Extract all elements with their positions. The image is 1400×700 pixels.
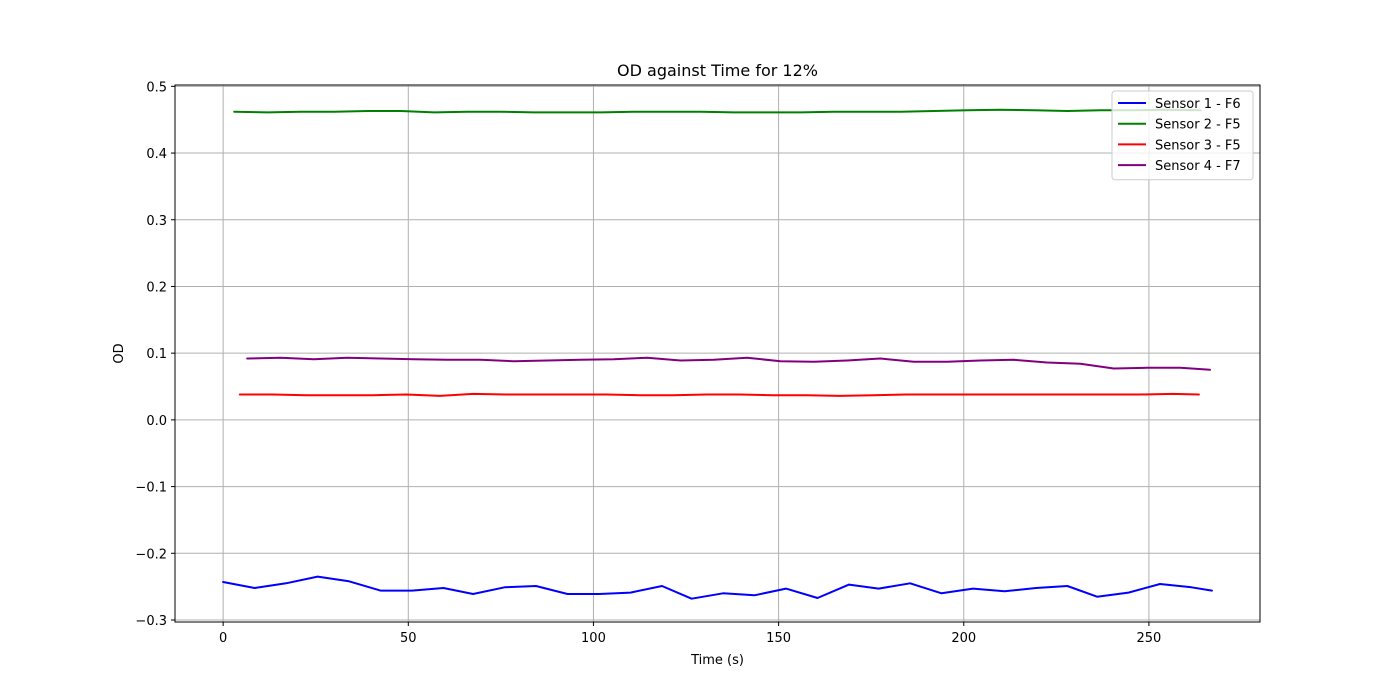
legend-entry-label: Sensor 1 - F6 — [1155, 97, 1241, 112]
series-line-sensor-1 — [222, 575, 1213, 600]
y-axis-label: OD — [112, 343, 127, 363]
x-tick-label: 250 — [1136, 631, 1161, 646]
legend-entry-label: Sensor 4 - F7 — [1155, 159, 1241, 174]
series-line-sensor-4 — [246, 356, 1211, 371]
y-tick-label: −0.1 — [135, 481, 167, 496]
axis-ticks: 0 50 100 150 200 250 0.5 0.4 0.3 0.2 0.1 0.0 −0.1 −0.… — [135, 80, 1161, 646]
legend-entry-label: Sensor 3 - F5 — [1155, 138, 1241, 153]
y-tick-label: −0.2 — [135, 547, 167, 562]
y-tick-label: 0.4 — [146, 147, 167, 162]
y-tick-label: 0.2 — [146, 280, 167, 295]
y-tick-label: 0.1 — [146, 347, 167, 362]
legend-box — [1111, 90, 1254, 181]
legend-entry-label: Sensor 2 - F5 — [1155, 118, 1241, 133]
series-line-sensor-2 — [233, 108, 1202, 114]
y-tick-label: 0.3 — [146, 214, 167, 229]
x-tick-label: 200 — [951, 631, 976, 646]
y-tick-label: 0.5 — [146, 80, 167, 95]
series-lines — [222, 108, 1213, 600]
x-tick-label: 150 — [766, 631, 791, 646]
chart-title: OD against Time for 12% — [617, 61, 818, 80]
grid — [175, 85, 1260, 622]
legend: Sensor 1 - F6 Sensor 2 - F5 Sensor 3 - F5 S… — [1111, 90, 1254, 181]
series-line-sensor-3 — [238, 392, 1200, 397]
y-tick-label: 0.0 — [146, 414, 167, 429]
y-tick-label: −0.3 — [135, 614, 167, 629]
x-tick-label: 100 — [581, 631, 606, 646]
x-tick-label: 50 — [400, 631, 417, 646]
x-tick-label: 0 — [219, 631, 227, 646]
x-axis-label: Time (s) — [690, 653, 744, 668]
